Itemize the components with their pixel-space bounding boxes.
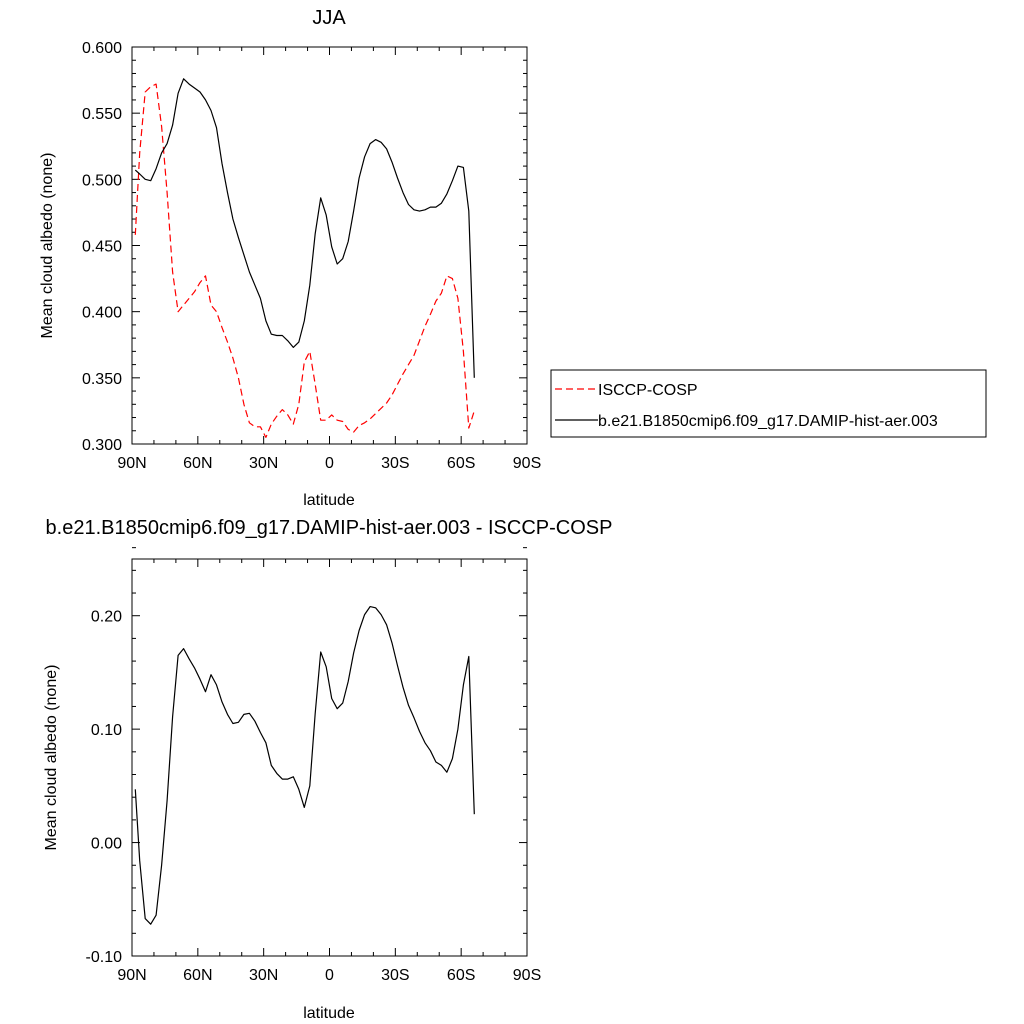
y-tick-label: 0.500 — [82, 172, 122, 189]
bottom-chart-axes: 90N 60N 30N 0 30S 60S 90S -0.10 0.00 0.10 0.20 — [86, 547, 541, 984]
x-tick-label: 0 — [325, 967, 334, 984]
top-chart-series — [134, 78, 475, 438]
legend-box — [550, 369, 987, 438]
top-chart-axes: 90N 60N 30N 0 30S 60S 90S 0.300 0.350 0.400 0.450 0… — [82, 40, 541, 472]
y-tick-label: 0.300 — [82, 437, 122, 454]
y-tick-label: 0.450 — [82, 239, 122, 256]
x-tick-label: 60S — [447, 967, 475, 984]
top-chart-y-axis-title: Mean cloud albedo (none) — [39, 153, 56, 339]
x-tick-label: 30S — [381, 967, 409, 984]
y-tick-label: 0.600 — [82, 40, 122, 57]
x-tick-label: 90N — [117, 455, 146, 472]
y-tick-label: 0.20 — [91, 609, 122, 626]
top-chart-x-axis-title: latitude — [303, 492, 355, 509]
legend-label-isccp-cosp: ISCCP-COSP — [598, 382, 698, 399]
x-tick-label: 60N — [183, 967, 212, 984]
x-tick-label: 30N — [249, 967, 278, 984]
top-chart-legend: ISCCP-COSP b.e21.B1850cmip6.f09_g17.DAMI… — [550, 369, 987, 438]
y-tick-label: 0.10 — [91, 722, 122, 739]
y-tick-label: 0.550 — [82, 106, 122, 123]
series-line-0 — [134, 83, 475, 438]
bottom-chart-series — [134, 605, 475, 925]
y-tick-label: 0.00 — [91, 836, 122, 853]
bottom-chart-x-axis-title: latitude — [303, 1005, 355, 1022]
top-chart-frame — [131, 46, 528, 445]
x-tick-label: 90S — [513, 967, 541, 984]
x-tick-label: 90S — [513, 455, 541, 472]
top-chart-title: JJA — [312, 7, 346, 29]
series-line-1 — [134, 78, 475, 378]
y-tick-label: -0.10 — [86, 949, 123, 966]
x-tick-label: 90N — [117, 967, 146, 984]
x-tick-label: 30N — [249, 455, 278, 472]
bottom-chart: b.e21.B1850cmip6.f09_g17.DAMIP-hist-aer.… — [43, 517, 612, 1022]
y-tick-label: 0.400 — [82, 305, 122, 322]
x-tick-label: 30S — [381, 455, 409, 472]
bottom-chart-frame — [131, 558, 528, 957]
legend-label-damip: b.e21.B1850cmip6.f09_g17.DAMIP-hist-aer.… — [598, 413, 938, 430]
top-chart: JJA 90N 60N 30N 0 30S 60S 90S 0.300 0.350 0.400 0.… — [39, 7, 987, 509]
x-tick-label: 60N — [183, 455, 212, 472]
x-tick-label: 0 — [325, 455, 334, 472]
bottom-chart-y-axis-title: Mean cloud albedo (none) — [43, 665, 60, 851]
x-tick-label: 60S — [447, 455, 475, 472]
series-line-0 — [134, 605, 475, 925]
bottom-chart-title: b.e21.B1850cmip6.f09_g17.DAMIP-hist-aer.… — [46, 517, 613, 539]
y-tick-label: 0.350 — [82, 371, 122, 388]
